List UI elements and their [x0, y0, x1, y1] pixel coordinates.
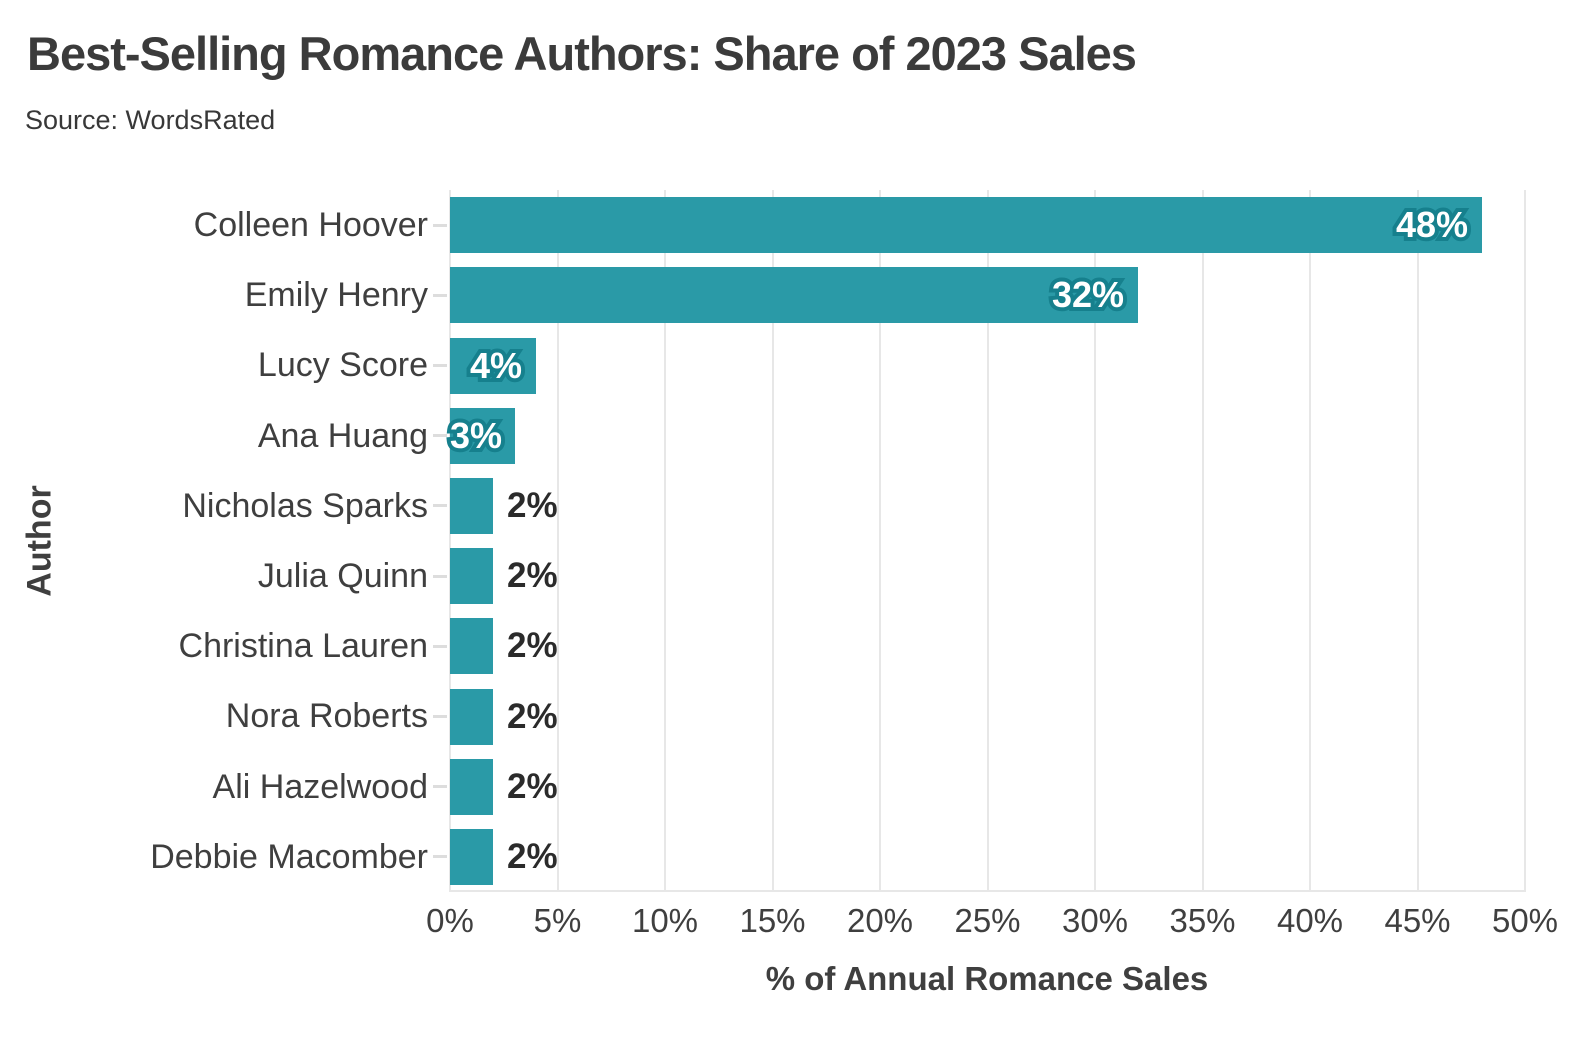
gridline-x-50	[1524, 190, 1526, 892]
bar	[450, 828, 493, 885]
x-tick-label: 15%	[739, 902, 806, 939]
gridline-x-45	[1416, 190, 1419, 892]
x-tick-label: 20%	[846, 902, 914, 939]
author-label: Debbie Macomber	[150, 837, 428, 876]
bar-value-label: 2%	[507, 696, 558, 736]
gridline-x-30	[1094, 190, 1096, 892]
gridline-x-20	[879, 190, 881, 892]
bar-value-label: 2%	[507, 626, 558, 666]
y-tick-mark	[433, 223, 447, 227]
bar	[450, 197, 1482, 254]
bar	[450, 688, 493, 745]
x-tick-label: 50%	[1491, 902, 1559, 939]
bar-value-label: 3%	[446, 411, 506, 460]
bar-value-label: 32%	[1048, 270, 1128, 319]
bar	[450, 548, 493, 605]
gridline-x-0	[449, 190, 451, 892]
y-tick-mark	[433, 855, 447, 859]
author-label: Colleen Hoover	[193, 206, 428, 244]
bar	[450, 267, 1138, 324]
y-tick-mark	[433, 785, 447, 789]
gridline-x-40	[1309, 190, 1311, 892]
plot-area: 0% 5% 10% 15% 20% 25% 30% 35% 40% 45% 50% Colleen H…	[150, 190, 1558, 939]
bar-value-label: 2%	[507, 485, 558, 525]
y-tick-mark	[433, 644, 447, 648]
y-tick-mark	[433, 293, 447, 297]
bar-value-label: 2%	[507, 836, 558, 876]
author-label: Emily Henry	[244, 276, 428, 315]
x-tick-label: 0%	[426, 902, 474, 939]
y-tick-mark	[433, 574, 447, 578]
bar	[450, 407, 515, 464]
x-tick-label: 5%	[533, 902, 582, 939]
chart-source: Source: WordsRated	[25, 105, 276, 135]
gridline-x-35	[1201, 190, 1204, 892]
y-tick-mark	[433, 504, 447, 508]
bar	[450, 337, 536, 394]
gridline-x-10	[664, 190, 666, 892]
author-label: Lucy Score	[257, 346, 428, 385]
author-label: Ana Huang	[257, 416, 428, 455]
author-label: Christina Lauren	[178, 627, 428, 666]
bar	[450, 618, 493, 675]
bar	[450, 758, 493, 815]
x-tick-label: 30%	[1061, 902, 1129, 939]
x-axis-title: % of Annual Romance Sales	[765, 960, 1209, 997]
gridline-x-25	[986, 190, 989, 892]
author-label: Nicholas Sparks	[182, 486, 428, 525]
x-tick-label: 25%	[954, 902, 1021, 939]
y-tick-mark	[433, 715, 447, 718]
gridline-x-15	[771, 190, 774, 892]
bar-value-label: 4%	[466, 341, 526, 390]
x-tick-label: 10%	[631, 902, 699, 939]
bar-value-label: 2%	[507, 556, 558, 596]
y-tick-mark	[433, 434, 447, 438]
bar	[450, 477, 493, 534]
bar-value-label: 2%	[507, 766, 558, 806]
chart-title: Best-Selling Romance Authors: Share of 2…	[27, 27, 1137, 80]
author-label: Ali Hazelwood	[212, 767, 428, 806]
x-tick-label: 40%	[1276, 902, 1344, 939]
y-tick-mark	[433, 364, 447, 367]
x-tick-label: 35%	[1169, 902, 1236, 939]
bar-value-label: 48%	[1392, 200, 1472, 249]
gridline-x-5	[556, 190, 559, 892]
author-label: Julia Quinn	[257, 557, 428, 595]
author-label: Nora Roberts	[225, 697, 428, 736]
x-tick-label: 45%	[1384, 902, 1451, 939]
